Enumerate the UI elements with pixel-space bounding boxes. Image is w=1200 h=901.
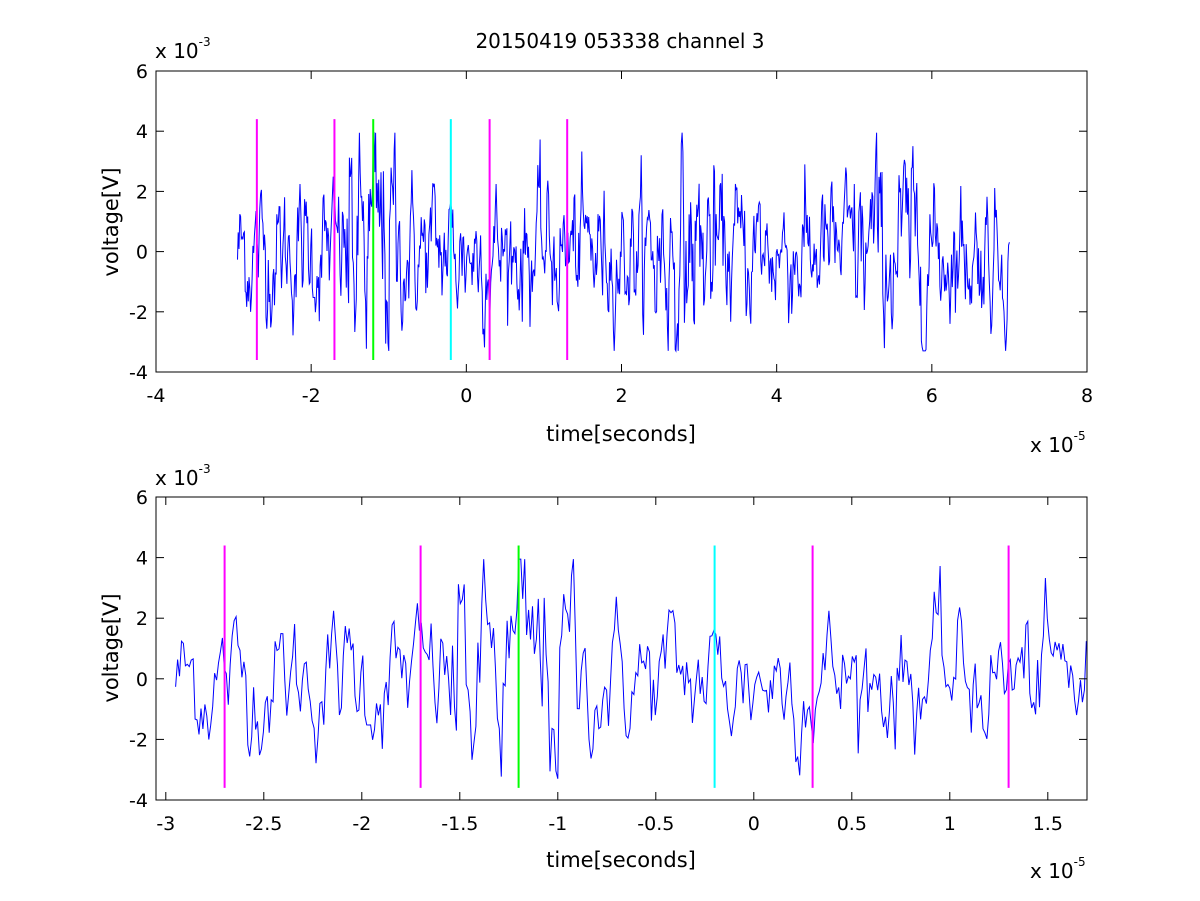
bottom-y-tick-label: 4 [136,548,148,570]
top-x-axis-label: time[seconds] [546,422,696,446]
top-y-axis-label: voltage[V] [99,167,123,276]
top-x-tick-label: -4 [147,385,166,407]
bottom-x-tick-label: 1.5 [1033,813,1063,835]
top-y-tick-label: 4 [136,121,148,143]
bottom-subplot: -3 -2.5 -2 -1.5 -1 -0.5 0 0.5 1 1.5 -4 -2 0 2 4 6 time… [99,462,1088,883]
bottom-y-tick-label: -4 [129,790,148,812]
top-y-tick-label: -4 [129,362,148,384]
bottom-y-axis-label: voltage[V] [99,593,123,702]
bottom-x-tick-label: -1.5 [441,813,478,835]
bottom-y-multiplier: x 10-3 [155,462,211,490]
top-y-multiplier-base: x 10 [155,39,199,63]
top-y-tick-label: -2 [129,302,148,324]
bottom-y-tick-label: 2 [136,608,148,630]
top-x-multiplier: x 10-5 [1030,429,1086,457]
top-x-tick-label: 8 [1081,385,1093,407]
bottom-y-ticks: -4 -2 0 2 4 6 [129,487,1087,812]
bottom-x-tick-label: 1 [944,813,956,835]
top-signal-trace [237,132,1010,353]
top-y-multiplier: x 10-3 [155,35,211,63]
bottom-axes-box [155,496,1088,801]
top-x-multiplier-base: x 10 [1030,433,1074,457]
bottom-y-multiplier-exp: -3 [199,462,211,476]
top-y-tick-label: 0 [136,242,148,264]
bottom-y-multiplier-base: x 10 [155,466,199,490]
chart-title: 20150419 053338 channel 3 [475,29,764,53]
top-x-ticks: -4 -2 0 2 4 6 8 [147,71,1093,407]
top-y-multiplier-exp: -3 [199,35,211,49]
bottom-x-tick-label: -0.5 [637,813,674,835]
top-y-tick-label: 6 [136,61,148,83]
bottom-y-tick-label: -2 [129,729,148,751]
bottom-signal-group [175,558,1087,779]
bottom-y-tick-label: 6 [136,487,148,509]
bottom-x-tick-label: -3 [156,813,175,835]
bottom-x-tick-label: -2 [352,813,371,835]
top-signal-group [237,132,1010,353]
top-x-tick-label: 0 [460,385,472,407]
bottom-x-multiplier: x 10-5 [1030,855,1086,883]
bottom-x-multiplier-base: x 10 [1030,859,1074,883]
top-x-multiplier-exp: -5 [1074,429,1086,443]
bottom-y-tick-label: 0 [136,669,148,691]
top-marker-group [255,119,569,360]
bottom-marker-group [223,545,1010,788]
top-x-tick-label: -2 [302,385,321,407]
top-x-tick-label: 4 [771,385,783,407]
bottom-x-tick-label: -1 [548,813,567,835]
top-x-tick-label: 2 [615,385,627,407]
top-x-tick-label: 6 [926,385,938,407]
bottom-x-tick-label: 0 [748,813,760,835]
bottom-x-axis-label: time[seconds] [546,848,696,872]
bottom-signal-trace [175,558,1087,779]
top-subplot: -4 -2 0 2 4 6 8 -4 -2 0 2 4 6 time[seconds] voltage… [99,35,1093,457]
top-y-tick-label: 2 [136,181,148,203]
bottom-x-multiplier-exp: -5 [1074,855,1086,869]
bottom-x-tick-label: -2.5 [245,813,282,835]
bottom-x-ticks: -3 -2.5 -2 -1.5 -1 -0.5 0 0.5 1 1.5 [156,497,1063,835]
top-y-ticks: -4 -2 0 2 4 6 [129,61,1087,384]
bottom-x-tick-label: 0.5 [837,813,867,835]
